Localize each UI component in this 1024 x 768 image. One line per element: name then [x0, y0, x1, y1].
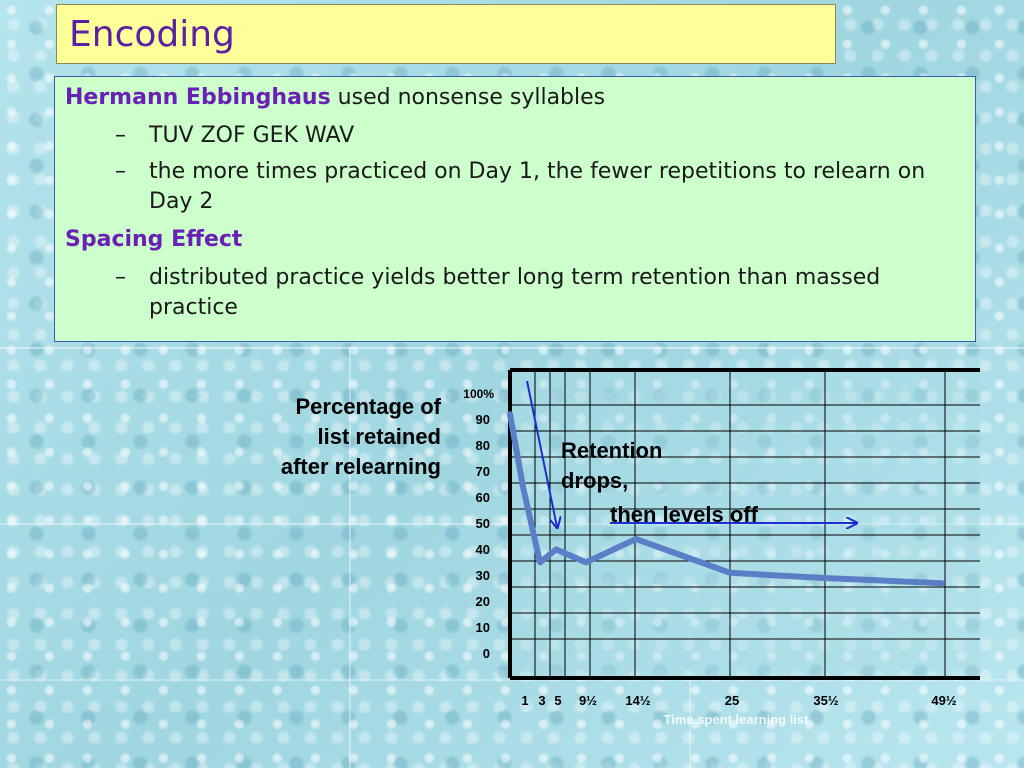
slide-title: Encoding [69, 14, 235, 55]
bullet-text: used nonsense syllables [330, 85, 606, 110]
y-tick-label: 90 [476, 412, 490, 427]
drop-arrow [526, 380, 557, 527]
x-tick-label: 14½ [625, 693, 650, 708]
title-box: Encoding [56, 4, 836, 64]
sub-bullet-practice-line2: Day 2 [149, 189, 214, 214]
y-tick-label: 70 [476, 464, 490, 479]
y-tick-label: 60 [476, 490, 490, 505]
sub-bullet-distributed-line2: practice [149, 295, 238, 320]
ylabel-line: list retained [317, 424, 441, 449]
y-tick-label: 0 [483, 646, 490, 661]
ylabel-line: Percentage of [295, 394, 442, 419]
y-tick-label: 80 [476, 438, 490, 453]
x-tick-label: 25 [725, 693, 739, 708]
y-tick-label: 30 [476, 568, 490, 583]
x-tick-label: 5 [554, 693, 561, 708]
highlight-ebbinghaus: Hermann Ebbinghaus [65, 85, 331, 110]
highlight-spacing-effect: Spacing Effect [65, 227, 243, 252]
bullet-ebbinghaus: Hermann Ebbinghaus used nonsense syllabl… [65, 83, 605, 113]
content-box: Hermann Ebbinghaus used nonsense syllabl… [54, 76, 976, 342]
x-tick-label: 35½ [813, 693, 838, 708]
annotation-drops: drops, [561, 468, 629, 493]
y-tick-label: 100% [463, 387, 494, 401]
sub-bullet-practice-line1: the more times practiced on Day 1, the f… [149, 159, 926, 184]
x-tick-label: 9½ [579, 693, 597, 708]
bullet-spacing-effect: Spacing Effect [65, 225, 242, 255]
chart-ylabel: Percentage of list retained after relear… [211, 392, 441, 482]
retention-series-line [507, 411, 945, 587]
sub-bullet-syllables: TUV ZOF GEK WAV [149, 123, 355, 148]
x-tick-label: 49½ [931, 693, 956, 708]
y-tick-label: 50 [476, 516, 490, 531]
ylabel-line: after relearning [280, 454, 441, 479]
y-tick-label: 40 [476, 542, 490, 557]
dash-marker: – [115, 159, 126, 184]
y-tick-label: 20 [476, 594, 490, 609]
dash-marker: – [115, 265, 126, 290]
annotation-levels-off: then levels off [610, 502, 758, 527]
annotation-retention: Retention [561, 438, 663, 463]
sub-bullet-distributed-line1: distributed practice yields better long … [149, 265, 881, 290]
y-tick-label: 10 [476, 620, 490, 635]
x-tick-label: 1 [521, 693, 528, 708]
x-tick-label: 3 [538, 693, 545, 708]
dash-marker: – [115, 123, 126, 148]
x-axis-title: Time spent learning list [664, 712, 810, 727]
